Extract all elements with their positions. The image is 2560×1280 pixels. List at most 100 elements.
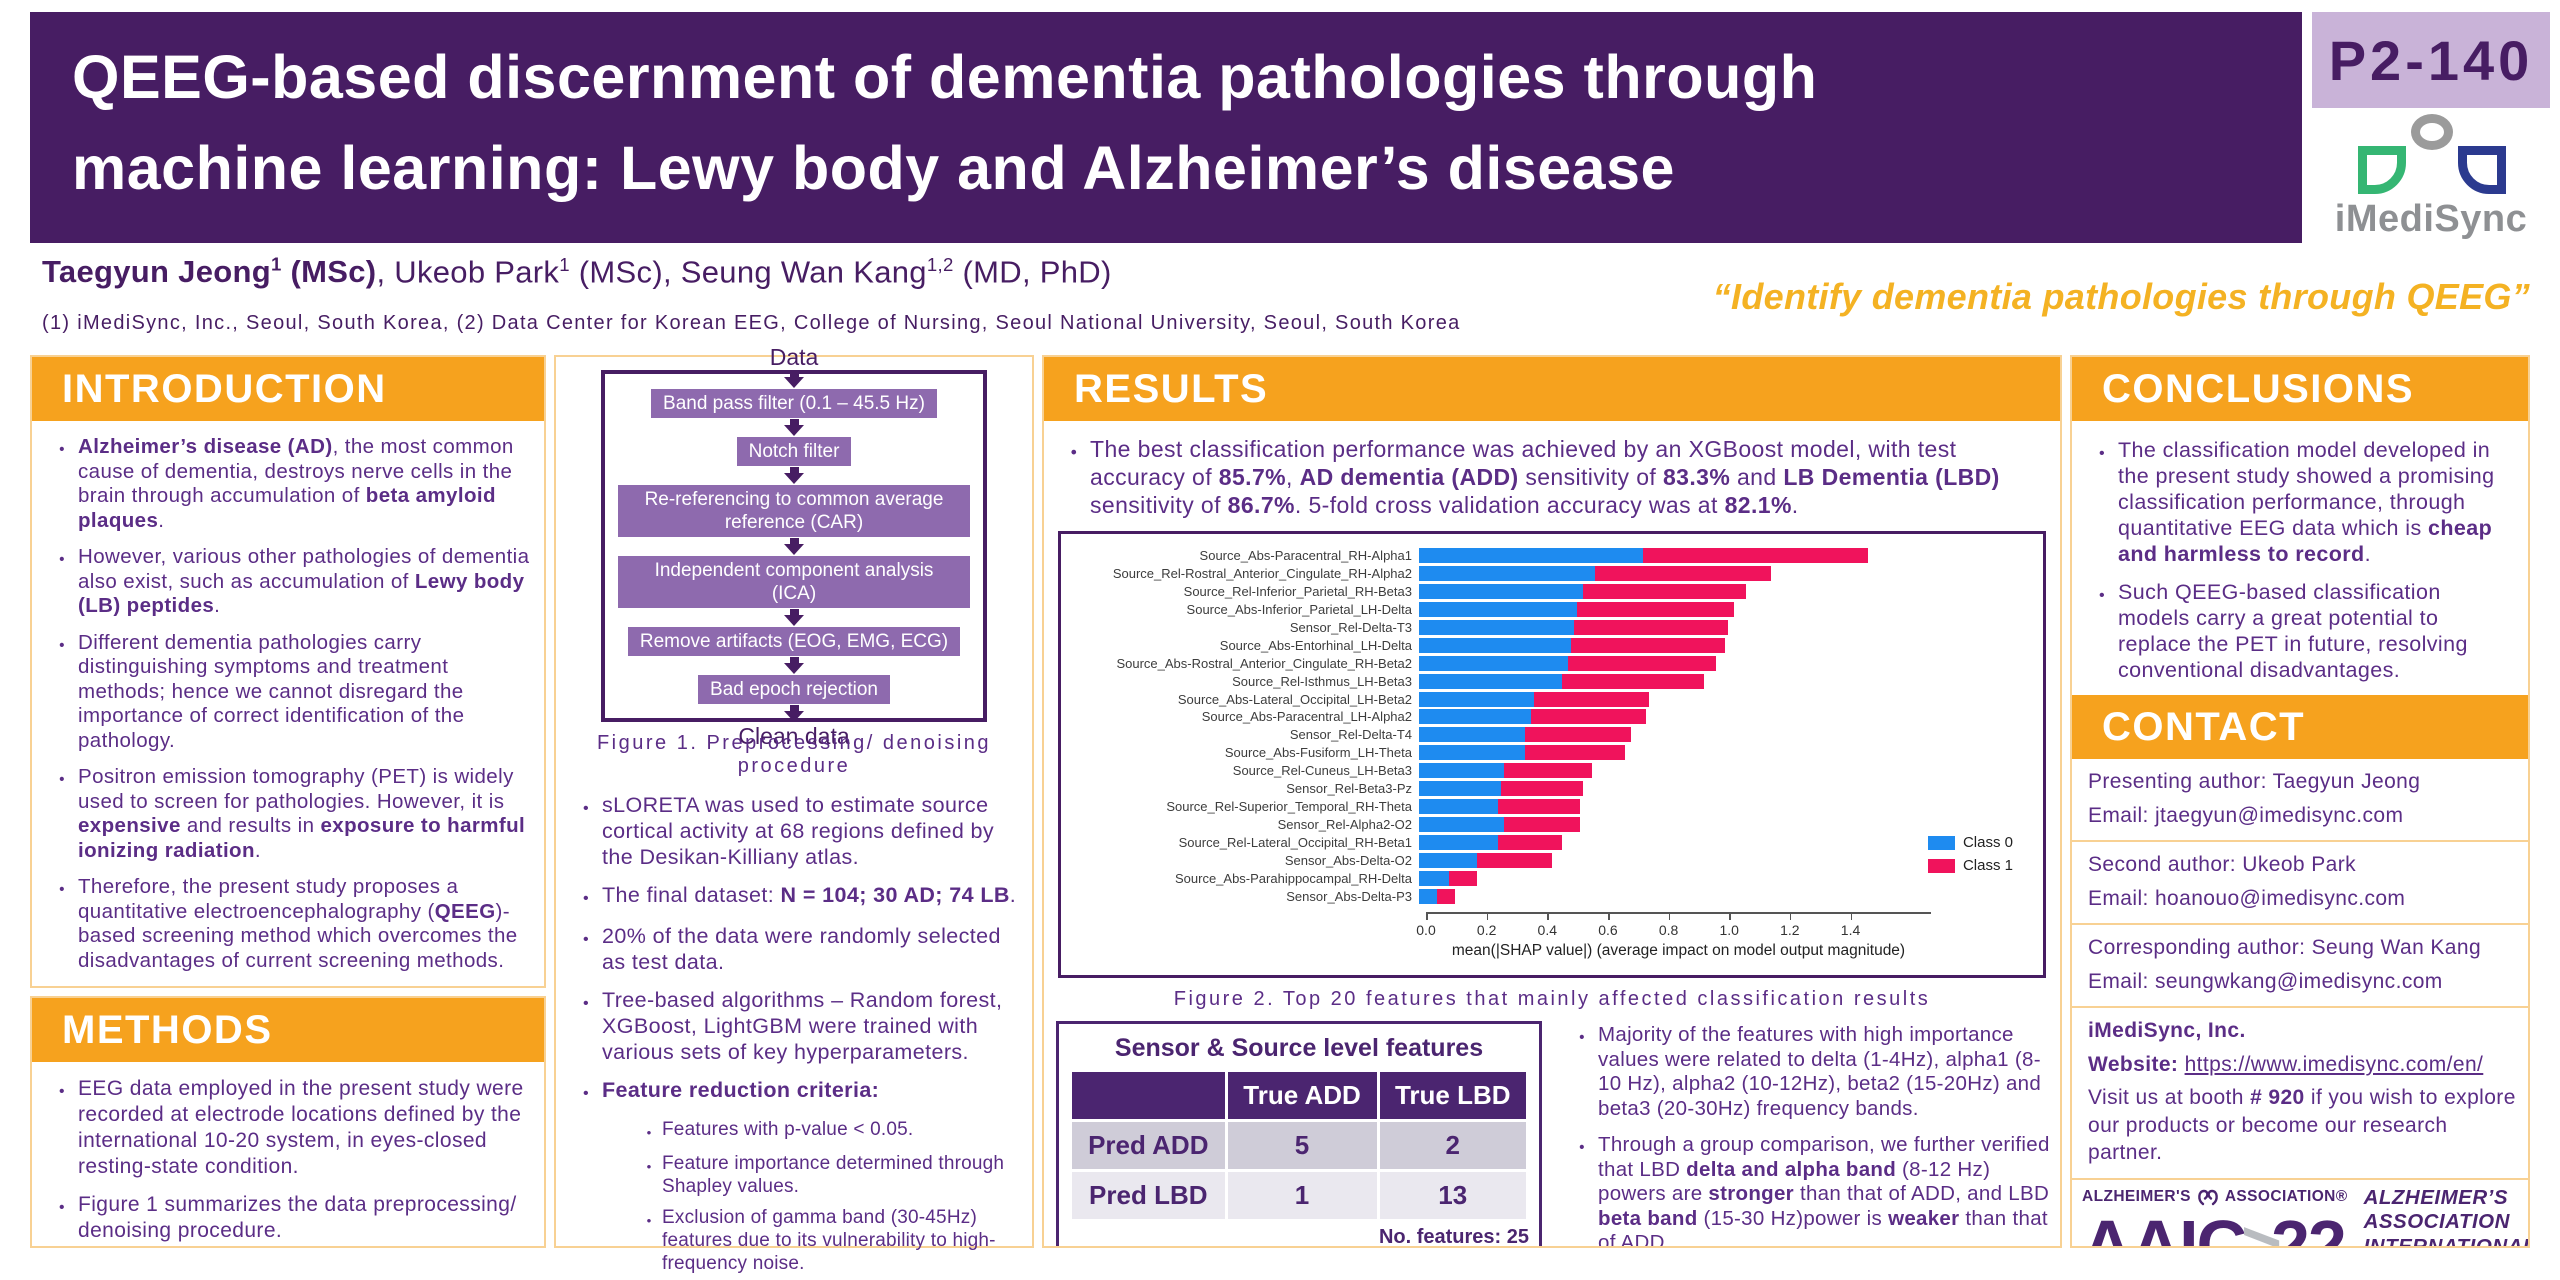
bullet-marker: • bbox=[582, 930, 590, 948]
contact-row: iMediSync, Inc. Website: https://www.imed… bbox=[2072, 1008, 2528, 1180]
bar-segment-class-0 bbox=[1419, 709, 1532, 725]
bar-segment-class-1 bbox=[1576, 601, 1735, 617]
bar-track bbox=[1419, 673, 1913, 689]
bar-segment-class-0 bbox=[1419, 601, 1577, 617]
chart-row: Sensor_Rel-Alpha2-O2 bbox=[1073, 817, 1913, 833]
arrow-stem bbox=[789, 656, 799, 663]
bar-segment-class-1 bbox=[1582, 583, 1747, 599]
arrow-stem bbox=[789, 370, 799, 377]
table-cell: 13 bbox=[1379, 1172, 1526, 1219]
results-summary: • The best classification performance was… bbox=[1044, 421, 2060, 519]
table-header-cell: True ADD bbox=[1227, 1072, 1377, 1119]
flow-step-box: Notch filter bbox=[736, 436, 852, 466]
bar-track bbox=[1419, 565, 1913, 581]
bullet-item: • sLORETA was used to estimate source cor… bbox=[570, 792, 1020, 870]
bar-segment-class-1 bbox=[1476, 852, 1553, 868]
bar-track bbox=[1419, 799, 1913, 815]
chart-row: Source_Rel-Lateral_Occipital_RH-Beta1 bbox=[1073, 835, 1913, 850]
bar-segment-class-1 bbox=[1449, 870, 1477, 886]
contact-line: Email: jtaegyun@imedisync.com bbox=[2088, 803, 2404, 827]
chart-row: Sensor_Rel-Beta3-Pz bbox=[1073, 781, 1913, 797]
table-footnote: No. features: 25 bbox=[1378, 1226, 1529, 1248]
flow-step-box: Re-referencing to common average referen… bbox=[618, 484, 970, 537]
bullet-marker: • bbox=[59, 636, 65, 654]
chart-row: Source_Abs-Inferior_Parietal_LH-Delta bbox=[1073, 601, 1913, 617]
bar-segment-class-1 bbox=[1503, 763, 1592, 779]
bar-segment-class-0 bbox=[1419, 548, 1644, 563]
aaic22-wordmark: AAIC > 22 bbox=[2082, 1207, 2348, 1247]
aaic-conference-line: INTERNATIONAL bbox=[2363, 1234, 2530, 1248]
bullet-marker: • bbox=[646, 1213, 652, 1228]
bullet-text: However, various other pathologies of de… bbox=[78, 545, 530, 617]
flow-terminal-text: Clean data bbox=[738, 722, 850, 749]
analysis-body: • sLORETA was used to estimate source cor… bbox=[556, 778, 1032, 1275]
flow-step-box: Band pass filter (0.1 – 45.5 Hz) bbox=[651, 388, 937, 418]
bar-track bbox=[1419, 619, 1913, 635]
bar-segment-class-1 bbox=[1570, 637, 1726, 653]
chart-x-axis: 0.0 0.2 0.4 0.6 0.8 1.0 1.2 1.4 bbox=[1416, 912, 1931, 938]
bar-track bbox=[1419, 727, 1913, 743]
bullet-marker: • bbox=[646, 1125, 652, 1140]
bar-segment-class-0 bbox=[1419, 745, 1526, 761]
bullet-item: • However, various other pathologies of d… bbox=[46, 545, 532, 619]
methods-heading: METHODS bbox=[32, 998, 544, 1062]
sub-bullet-item: • Exclusion of gamma band (30-45Hz) featu… bbox=[636, 1206, 1020, 1275]
chart-legend: Class 0 Class 1 bbox=[1927, 834, 2013, 880]
conclusions-heading: CONCLUSIONS bbox=[2072, 357, 2528, 421]
bullet-marker: • bbox=[59, 1199, 65, 1216]
chart-row: Sensor_Abs-Delta-P3 bbox=[1073, 888, 1913, 904]
bullet-text: Majority of the features with high impor… bbox=[1598, 1023, 2042, 1120]
website-link[interactable]: https://www.imedisync.com/en/ bbox=[2184, 1052, 2484, 1076]
table-title: Sensor & Source level features bbox=[1114, 1034, 1484, 1062]
methods-body: • EEG data employed in the present study … bbox=[32, 1062, 544, 1244]
bullet-marker: • bbox=[582, 1084, 590, 1102]
bullet-item: • The classification model developed in t… bbox=[2086, 437, 2518, 567]
feature-label: Sensor_Rel-Beta3-Pz bbox=[1286, 781, 1412, 797]
bar-segment-class-0 bbox=[1419, 565, 1595, 581]
bullet-item: • Therefore, the present study proposes a… bbox=[46, 875, 532, 973]
bar-track bbox=[1419, 763, 1913, 779]
bar-segment-class-1 bbox=[1437, 888, 1456, 904]
axis-tick bbox=[1789, 914, 1792, 920]
bullet-marker: • bbox=[582, 994, 590, 1012]
bullet-marker: • bbox=[582, 799, 590, 817]
figure2-shap-chart: Source_Abs-Paracentral_RH-Alpha1 Source_R… bbox=[1058, 531, 2046, 978]
arrow-stem bbox=[789, 608, 799, 615]
logo-green-square-icon bbox=[2358, 146, 2406, 194]
bar-segment-class-0 bbox=[1419, 781, 1501, 797]
arrow-stem bbox=[789, 704, 799, 711]
sub-bullet-item: • Features with p-value < 0.05. bbox=[636, 1118, 1020, 1144]
feature-label: Source_Abs-Paracentral_LH-Alpha2 bbox=[1201, 709, 1412, 725]
feature-label: Source_Abs-Paracentral_RH-Alpha1 bbox=[1199, 548, 1412, 563]
introduction-body: • Alzheimer’s disease (AD), the most comm… bbox=[32, 421, 544, 973]
bullet-text: sLORETA was used to estimate source cort… bbox=[602, 793, 995, 869]
axis-tick-label: 1.0 bbox=[1719, 922, 1739, 938]
logo-navy-square-icon bbox=[2458, 146, 2506, 194]
aaic-conference-name: ALZHEIMER’SASSOCIATIONINTERNATIONALCONFE… bbox=[2363, 1186, 2530, 1248]
bullet-marker: • bbox=[59, 441, 65, 458]
results-bottom-row: Sensor & Source level features True ADD T… bbox=[1044, 1021, 2060, 1248]
feature-label: Sensor_Abs-Delta-O2 bbox=[1284, 852, 1412, 868]
feature-label: Sensor_Rel-Delta-T4 bbox=[1289, 727, 1412, 743]
table-row: Pred LBD 1 13 bbox=[1072, 1172, 1526, 1219]
bullet-text: The best classification performance was … bbox=[1090, 436, 2000, 518]
bullet-marker: • bbox=[646, 1159, 652, 1174]
feature-label: Source_Rel-Rostral_Anterior_Cingulate_RH… bbox=[1112, 565, 1412, 581]
bar-segment-class-1 bbox=[1643, 548, 1868, 563]
chart-row: Source_Rel-Cuneus_LH-Beta3 bbox=[1073, 763, 1913, 779]
confusion-matrix-wrap: Sensor & Source level features True ADD T… bbox=[1056, 1021, 1542, 1248]
introduction-heading: INTRODUCTION bbox=[32, 357, 544, 421]
legend-entry: Class 1 bbox=[1927, 857, 2013, 874]
bar-segment-class-0 bbox=[1419, 852, 1477, 868]
bar-track bbox=[1419, 548, 1913, 563]
bullet-marker: • bbox=[59, 551, 65, 568]
bar-segment-class-0 bbox=[1419, 763, 1504, 779]
table-header-cell: True LBD bbox=[1379, 1072, 1526, 1119]
flow-terminal-text: Data bbox=[769, 343, 819, 370]
bar-segment-class-0 bbox=[1419, 637, 1571, 653]
bullet-text: Feature reduction criteria: bbox=[602, 1078, 880, 1102]
chart-row: Source_Abs-Entorhinal_LH-Delta bbox=[1073, 637, 1913, 653]
legend-swatch-icon bbox=[1927, 858, 1955, 873]
bar-segment-class-1 bbox=[1525, 727, 1632, 743]
chart-row: Source_Abs-Rostral_Anterior_Cingulate_RH… bbox=[1073, 655, 1913, 671]
